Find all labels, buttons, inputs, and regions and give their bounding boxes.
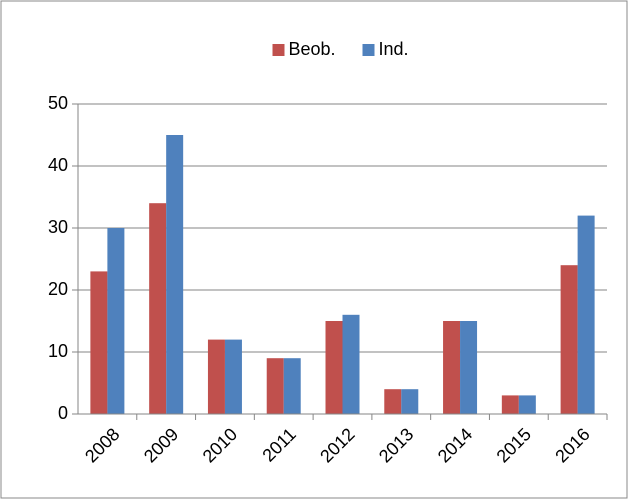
bar (325, 321, 343, 414)
legend-swatch (272, 44, 285, 56)
y-tick-label: 40 (48, 155, 68, 175)
bar (90, 271, 108, 414)
bar (560, 265, 578, 414)
bar (107, 228, 125, 414)
bar (342, 314, 360, 414)
y-tick-label: 0 (58, 403, 68, 423)
bar (166, 135, 184, 414)
bar (149, 203, 167, 414)
legend-label: Beob. (289, 39, 336, 59)
y-tick-label: 30 (48, 217, 68, 237)
bar (501, 395, 519, 414)
bar (266, 358, 284, 414)
bar (384, 389, 402, 414)
legend-swatch (362, 44, 375, 56)
y-tick-label: 20 (48, 279, 68, 299)
bar (460, 321, 478, 414)
bar (207, 339, 225, 414)
y-tick-label: 50 (48, 93, 68, 113)
bar (443, 321, 461, 414)
y-tick-label: 10 (48, 341, 68, 361)
bar (577, 215, 595, 414)
legend-label: Ind. (379, 39, 409, 59)
bar (283, 358, 301, 414)
bar (401, 389, 419, 414)
bar (224, 339, 242, 414)
bar (518, 395, 536, 414)
